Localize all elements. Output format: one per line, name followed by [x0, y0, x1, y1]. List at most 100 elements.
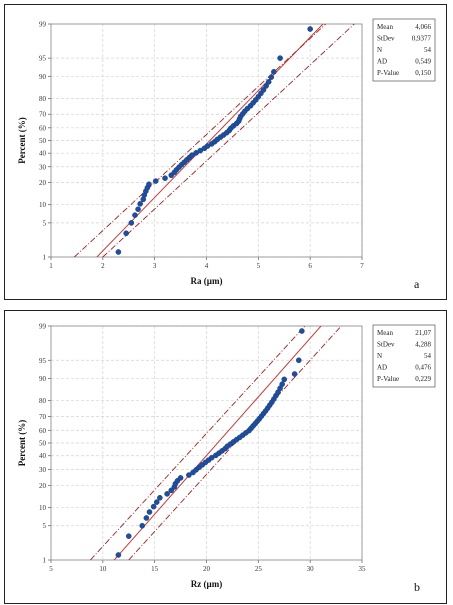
data-point — [162, 175, 168, 181]
data-point — [146, 181, 152, 188]
data-point — [186, 472, 192, 478]
data-point — [265, 79, 272, 85]
y-tick-label: 95 — [39, 357, 47, 365]
stat-label: AD — [377, 58, 387, 66]
confidence-band-upper — [102, 24, 355, 257]
y-tick-label: 70 — [39, 111, 47, 119]
y-tick-label: 90 — [39, 73, 47, 81]
stat-value: 0,150 — [415, 69, 431, 77]
data-point — [157, 494, 163, 501]
fitted-line — [113, 326, 322, 560]
stat-value: 4,066 — [415, 23, 431, 31]
data-point — [177, 475, 184, 481]
stat-value: 54 — [424, 46, 432, 54]
x-tick-label: 2 — [101, 262, 105, 270]
x-tick-label: 4 — [205, 262, 209, 270]
confidence-band-lower — [90, 326, 306, 560]
stat-value: 0,229 — [415, 375, 431, 383]
stat-value: 0,9377 — [412, 35, 432, 43]
statistics-box-frame — [372, 324, 436, 388]
data-point — [208, 454, 215, 461]
y-tick-label: 90 — [39, 375, 47, 383]
plot-area-frame — [50, 23, 363, 258]
stat-value: 0,476 — [415, 364, 431, 372]
y-tick-label: 50 — [39, 440, 47, 448]
panel-letter: a — [414, 277, 420, 291]
stat-value: 54 — [424, 352, 432, 360]
data-point — [115, 249, 122, 255]
y-tick-label: 10 — [39, 201, 47, 209]
plot-area-frame — [50, 325, 363, 561]
data-point — [125, 533, 132, 539]
y-tick-label: 40 — [39, 150, 47, 158]
y-tick-label: 80 — [39, 95, 47, 103]
data-point — [281, 376, 288, 383]
data-point — [123, 230, 129, 237]
y-tick-label: 5 — [43, 219, 47, 227]
x-tick-label: 15 — [151, 565, 159, 573]
stat-label: P-Value — [377, 375, 399, 383]
data-point — [291, 371, 298, 377]
y-tick-label: 30 — [39, 466, 47, 474]
x-tick-label: 5 — [257, 262, 261, 270]
x-tick-label: 10 — [99, 565, 107, 573]
data-point — [139, 522, 146, 529]
y-tick-label: 99 — [39, 323, 47, 331]
x-tick-label: 5 — [49, 565, 53, 573]
stat-label: Mean — [377, 329, 393, 337]
stat-label: Mean — [377, 23, 393, 31]
x-tick-label: 20 — [203, 565, 211, 573]
stat-label: StDev — [377, 341, 395, 349]
data-point — [307, 26, 313, 32]
data-point — [279, 381, 285, 387]
y-tick-label: 20 — [39, 482, 47, 490]
y-tick-label: 30 — [39, 163, 47, 171]
data-point — [295, 357, 302, 364]
probability-plot-panel-a: 1 2 3 4 5 6 7 1 5 10 20 30 40 50 60 70 80 90 95 99 Ra (µm) Pe… — [4, 4, 447, 300]
data-point — [132, 212, 138, 218]
stat-label: AD — [377, 364, 387, 372]
y-tick-label: 40 — [39, 452, 47, 460]
y-axis-title: Percent (%) — [17, 420, 27, 467]
data-point — [277, 55, 283, 61]
x-axis-title: Ra (µm) — [191, 276, 223, 286]
data-point — [135, 206, 141, 213]
stat-label: N — [377, 46, 382, 54]
probability-plot-panel-b: 5 10 15 20 25 30 35 1 5 10 20 30 40 50 60 70 80 90 95 99 Rz … — [4, 310, 447, 604]
statistics-box: Mean 4,066 StDev 0,9377 N 54 AD 0,549 P-Value 0,1… — [372, 18, 436, 82]
data-point — [260, 87, 267, 93]
y-tick-label: 95 — [39, 55, 47, 63]
data-point — [164, 491, 170, 497]
x-tick-label: 1 — [49, 262, 53, 270]
confidence-band-lower — [74, 24, 327, 257]
stat-value: 0,549 — [415, 58, 431, 66]
x-axis-title: Rz (µm) — [191, 579, 222, 589]
data-point — [189, 152, 195, 158]
probability-plot-b: 5 10 15 20 25 30 35151020304050607080909599Rz … — [17, 323, 436, 594]
y-tick-label: 99 — [39, 21, 47, 29]
stat-label: P-Value — [377, 69, 399, 77]
stat-label: StDev — [377, 35, 395, 43]
x-tick-label: 30 — [307, 565, 315, 573]
data-point — [143, 515, 150, 521]
data-point — [146, 509, 153, 515]
statistics-box-frame — [372, 18, 436, 82]
data-point — [150, 503, 157, 510]
stat-value: 21,07 — [415, 329, 431, 337]
probability-plot-a: 1 2 3 4 5 6 7 1 5 10 20 30 40 50 60 70 80 90 95 99 Ra (µm) Pe… — [17, 18, 436, 291]
stat-label: N — [377, 352, 382, 360]
y-tick-label: 50 — [39, 137, 47, 145]
y-tick-label: 5 — [43, 522, 47, 530]
y-tick-label: 10 — [39, 504, 47, 512]
data-point — [299, 328, 305, 334]
y-tick-label: 80 — [39, 397, 47, 405]
x-tick-label: 3 — [153, 262, 157, 270]
data-point — [115, 552, 122, 558]
y-tick-label: 20 — [39, 179, 47, 187]
data-point — [153, 499, 160, 505]
panel-letter: b — [414, 580, 420, 594]
data-point — [137, 201, 143, 207]
y-tick-label: 70 — [39, 413, 47, 421]
y-tick-label: 1 — [43, 557, 47, 565]
y-tick-label: 60 — [39, 427, 47, 435]
